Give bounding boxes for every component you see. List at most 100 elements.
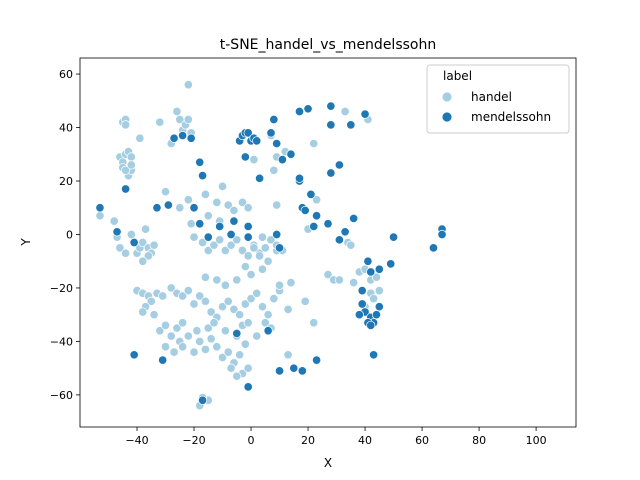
point-handel <box>143 251 153 261</box>
point-handel <box>160 342 171 352</box>
point-handel <box>121 120 131 130</box>
point-handel <box>200 296 210 306</box>
point-handel <box>203 245 213 256</box>
legend-frame <box>426 64 570 134</box>
point-handel <box>232 235 242 245</box>
point-handel <box>203 323 213 333</box>
point-handel <box>189 347 199 357</box>
point-handel <box>209 240 219 250</box>
point-handel <box>138 256 148 266</box>
point-mendelssohn <box>189 203 199 213</box>
legend: label handel mendelssohn <box>426 64 570 134</box>
point-handel <box>309 139 319 149</box>
point-handel <box>226 363 236 373</box>
y-axis-label: Y <box>19 238 33 247</box>
point-mendelssohn <box>243 128 253 138</box>
point-handel <box>158 291 168 301</box>
point-handel <box>206 307 216 317</box>
point-handel <box>240 339 250 349</box>
point-handel <box>260 243 270 253</box>
point-handel <box>243 251 253 261</box>
point-mendelssohn <box>266 128 276 138</box>
point-mendelssohn <box>294 106 305 117</box>
point-handel <box>146 296 156 306</box>
point-mendelssohn <box>386 259 396 269</box>
point-handel <box>286 278 296 288</box>
point-mendelssohn <box>195 157 205 167</box>
point-mendelssohn <box>95 203 105 213</box>
point-mendelssohn <box>272 229 282 240</box>
point-handel <box>195 336 205 346</box>
point-handel <box>160 187 171 197</box>
point-handel <box>155 117 165 127</box>
point-handel <box>252 331 262 341</box>
point-handel <box>135 133 145 143</box>
point-handel <box>229 205 239 215</box>
point-handel <box>232 275 242 285</box>
point-handel <box>246 270 256 280</box>
legend-label-handel: handel <box>471 90 512 104</box>
point-mendelssohn <box>129 237 139 248</box>
point-mendelssohn <box>169 133 179 143</box>
point-handel <box>346 240 356 250</box>
point-handel <box>269 165 279 175</box>
point-mendelssohn <box>371 310 382 320</box>
point-mendelssohn <box>274 243 285 253</box>
point-handel <box>235 350 245 360</box>
point-handel <box>240 299 250 309</box>
point-mendelssohn <box>363 256 373 266</box>
point-handel <box>166 331 176 341</box>
point-handel <box>269 294 279 304</box>
point-mendelssohn <box>340 227 350 237</box>
point-handel <box>200 272 210 282</box>
y-tick-label: −60 <box>50 389 73 402</box>
point-handel <box>272 200 282 210</box>
point-mendelssohn <box>366 320 376 330</box>
point-handel <box>252 288 262 298</box>
point-mendelssohn <box>243 232 253 242</box>
point-mendelssohn <box>269 114 279 125</box>
point-handel <box>141 224 151 234</box>
point-handel <box>257 264 267 274</box>
point-mendelssohn <box>229 216 239 226</box>
point-handel <box>217 352 228 363</box>
point-handel <box>183 286 193 296</box>
point-handel <box>283 304 293 314</box>
y-axis-ticks: −60 −40 −20 0 20 40 60 <box>50 68 80 402</box>
point-handel <box>240 262 250 272</box>
point-mendelssohn <box>389 232 399 242</box>
point-mendelssohn <box>360 109 370 119</box>
point-handel <box>374 286 384 296</box>
legend-label-mendelssohn: mendelssohn <box>471 110 551 124</box>
point-mendelssohn <box>346 120 356 130</box>
y-tick-label: 60 <box>59 68 73 81</box>
chart-title: t-SNE_handel_vs_mendelssohn <box>220 37 436 53</box>
point-mendelssohn <box>334 160 344 170</box>
point-handel <box>257 302 267 312</box>
point-handel <box>212 197 222 207</box>
point-handel <box>183 331 193 341</box>
point-mendelssohn <box>198 171 208 181</box>
point-handel <box>243 363 253 373</box>
legend-marker-handel <box>441 91 453 103</box>
point-handel <box>126 229 136 240</box>
point-handel <box>283 350 293 360</box>
x-tick-label: −20 <box>182 434 205 447</box>
point-mendelssohn <box>158 355 168 365</box>
x-tick-label: 40 <box>358 434 372 447</box>
point-mendelssohn <box>198 395 208 405</box>
point-handel <box>189 299 199 309</box>
point-handel <box>215 235 225 245</box>
point-handel <box>217 181 228 191</box>
point-handel <box>183 80 193 90</box>
point-handel <box>263 310 273 320</box>
point-mendelssohn <box>252 136 262 146</box>
point-handel <box>178 291 188 301</box>
point-mendelssohn <box>289 363 299 373</box>
point-mendelssohn <box>286 149 296 159</box>
point-handel <box>237 197 248 207</box>
point-handel <box>95 211 105 221</box>
point-mendelssohn <box>277 155 287 165</box>
point-handel <box>175 203 185 213</box>
point-handel <box>149 310 159 320</box>
